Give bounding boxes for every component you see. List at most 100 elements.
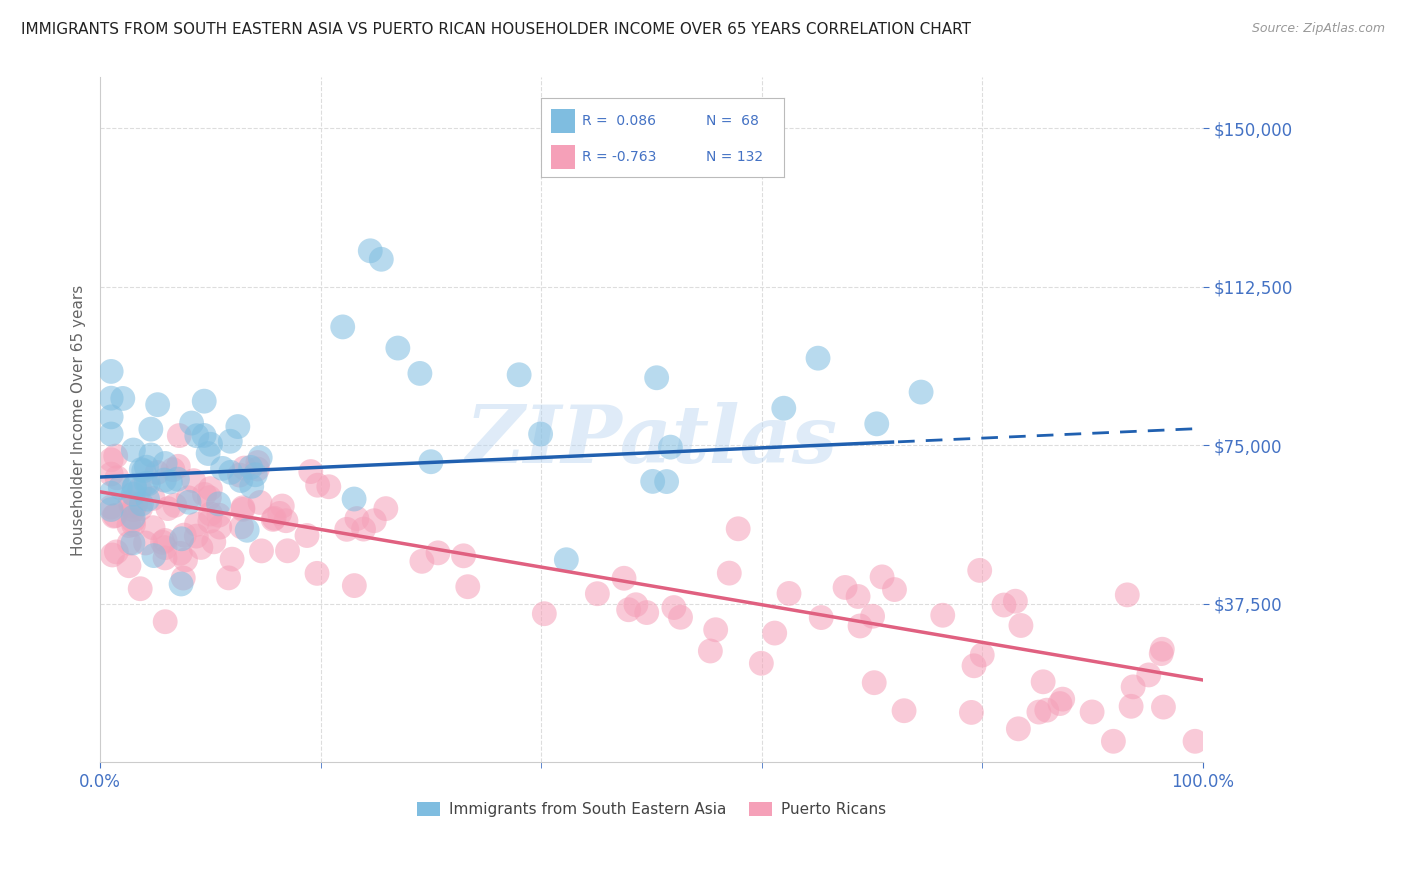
Point (100, 467, 122, 481)
Point (834, 581, 856, 595)
Point (211, 461, 233, 475)
Point (167, 459, 190, 474)
Point (193, 487, 215, 501)
Point (118, 518, 141, 533)
Point (1119, 699, 1142, 714)
Point (202, 534, 225, 549)
Point (274, 514, 297, 528)
Point (146, 398, 169, 412)
Point (846, 590, 869, 604)
Point (1102, 734, 1125, 748)
Point (387, 341, 409, 355)
Point (718, 566, 741, 581)
Point (1122, 680, 1144, 694)
Point (122, 487, 145, 501)
Point (198, 491, 221, 505)
Point (105, 545, 128, 559)
Point (624, 598, 647, 612)
Point (170, 577, 193, 591)
Point (250, 544, 273, 558)
Point (146, 466, 169, 480)
Point (118, 558, 141, 573)
Point (336, 522, 359, 536)
Point (246, 462, 269, 476)
Point (240, 479, 263, 493)
Point (218, 571, 240, 585)
Point (166, 472, 188, 486)
Point (153, 457, 176, 471)
Point (849, 619, 872, 633)
Point (207, 497, 229, 511)
Point (100, 409, 122, 424)
Point (969, 563, 991, 577)
Point (359, 244, 381, 258)
Point (129, 501, 152, 516)
Point (893, 704, 915, 718)
Point (129, 462, 152, 476)
Point (159, 475, 181, 489)
Point (172, 571, 194, 585)
Point (100, 427, 122, 442)
Point (100, 391, 122, 405)
Point (153, 550, 176, 565)
Point (772, 401, 794, 416)
Point (200, 507, 222, 521)
Point (332, 319, 354, 334)
Point (231, 520, 253, 534)
Text: ZIPatlas: ZIPatlas (465, 401, 838, 479)
Point (156, 501, 179, 516)
Point (299, 465, 322, 479)
Point (169, 546, 191, 560)
Point (219, 434, 242, 449)
Point (409, 367, 432, 381)
Point (763, 626, 786, 640)
Point (669, 610, 692, 624)
Point (239, 460, 262, 475)
Point (183, 474, 205, 488)
Point (262, 512, 284, 526)
Point (136, 492, 159, 507)
Point (1137, 668, 1160, 682)
Point (163, 499, 186, 513)
Point (318, 480, 340, 494)
Point (1052, 692, 1074, 706)
Point (186, 428, 208, 442)
Point (190, 541, 212, 555)
Point (363, 514, 385, 528)
Point (101, 548, 124, 562)
Point (1150, 647, 1173, 661)
Point (198, 514, 221, 528)
Point (152, 535, 174, 549)
Point (866, 417, 889, 431)
Point (104, 508, 127, 523)
Point (778, 586, 800, 600)
Point (245, 467, 267, 482)
Point (346, 511, 368, 525)
Point (232, 500, 254, 515)
Point (229, 474, 252, 488)
Point (1032, 674, 1054, 689)
Point (122, 503, 145, 517)
Point (993, 598, 1015, 612)
Point (142, 521, 165, 535)
Point (153, 615, 176, 629)
Point (704, 623, 727, 637)
Point (100, 486, 122, 500)
Point (457, 580, 479, 594)
Point (305, 566, 328, 581)
Point (100, 364, 122, 378)
Point (263, 511, 285, 525)
Point (169, 428, 191, 442)
Point (659, 440, 682, 454)
Point (645, 370, 668, 384)
Point (862, 609, 884, 624)
Point (419, 455, 441, 469)
Point (807, 351, 830, 366)
Point (277, 543, 299, 558)
Point (641, 475, 664, 489)
Point (411, 554, 433, 568)
Point (104, 449, 127, 463)
Point (233, 461, 256, 475)
Point (963, 658, 986, 673)
Point (221, 552, 243, 566)
